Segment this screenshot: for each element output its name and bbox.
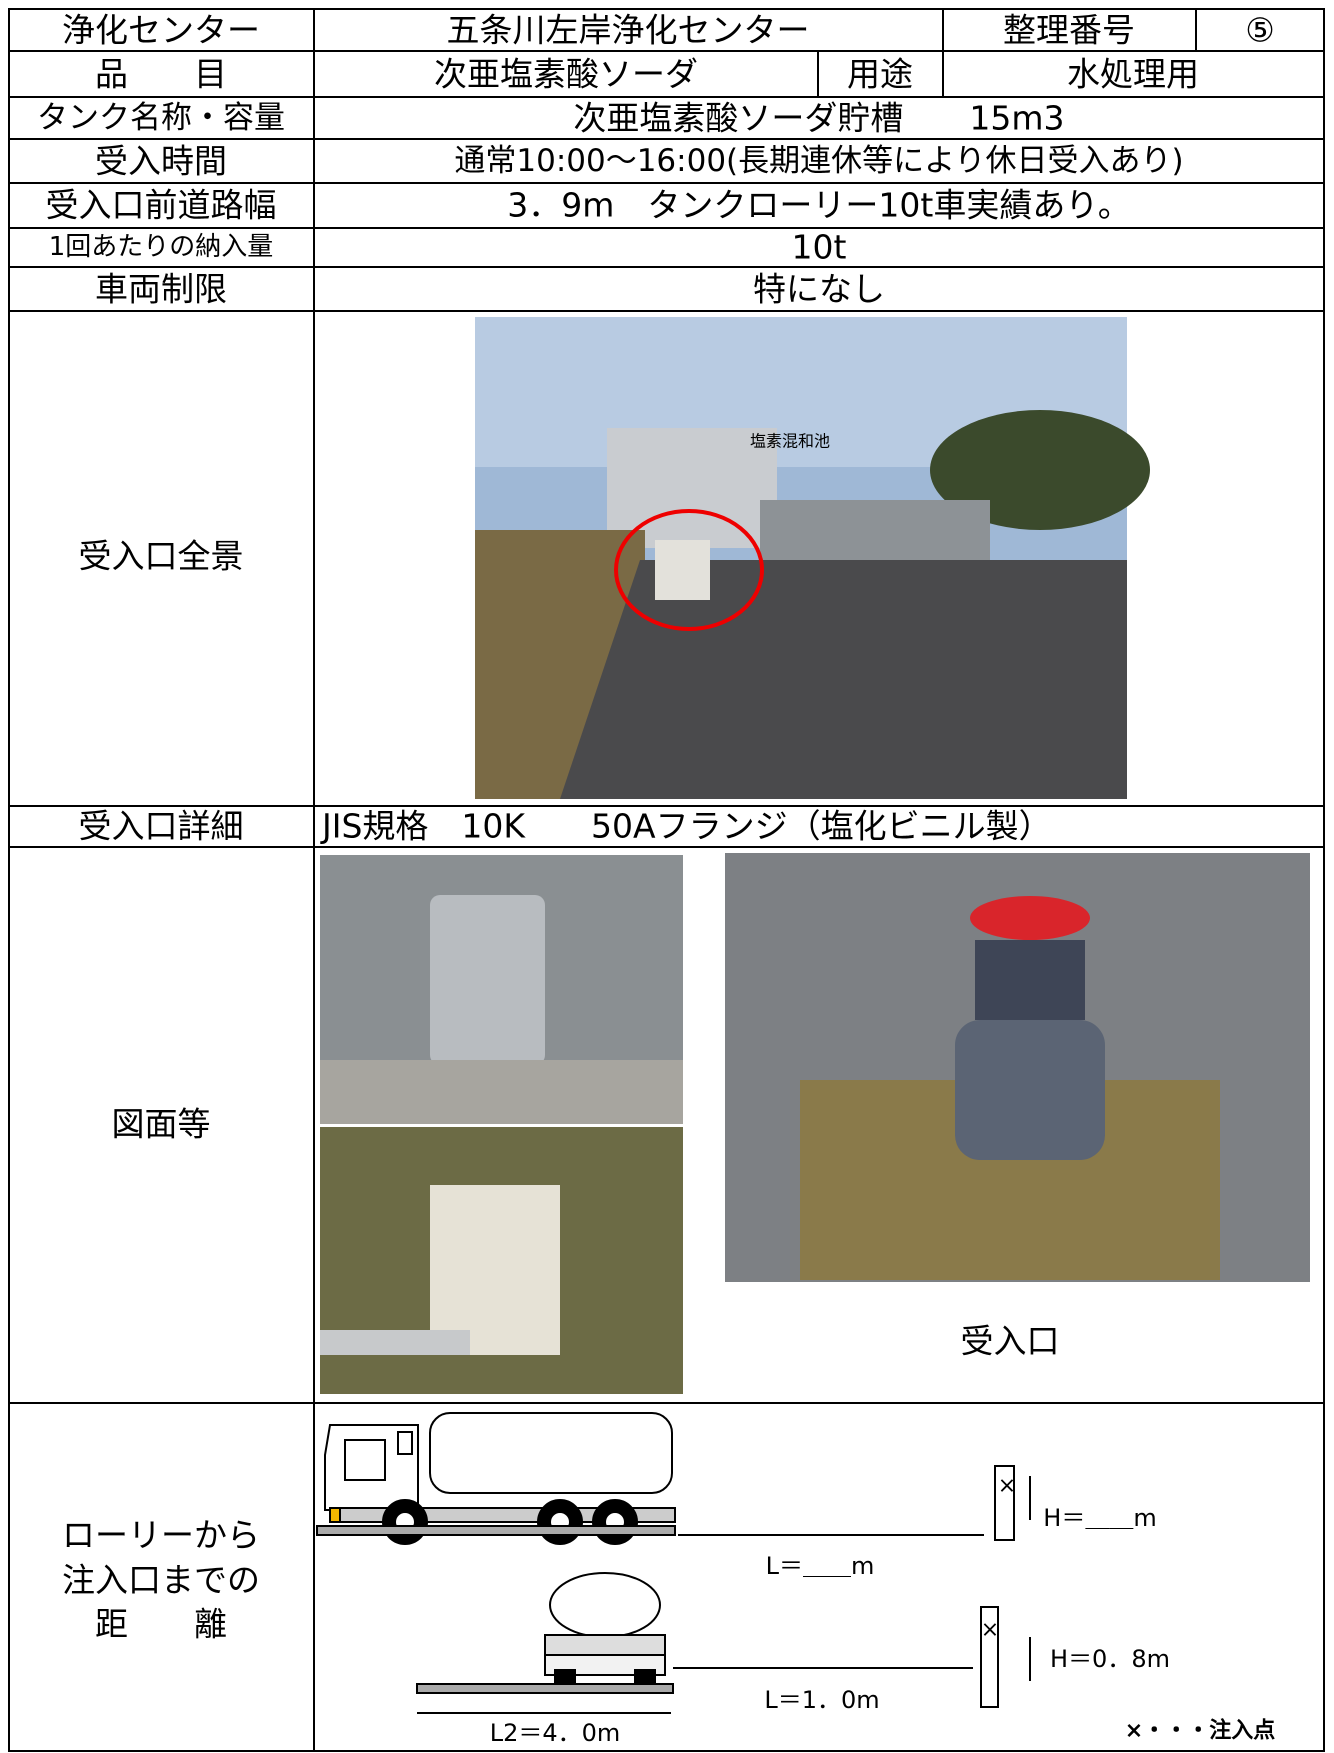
value: JIS規格 10K 50Aフランジ（塩化ビニル製） (320, 807, 1052, 846)
label: 品 目 (95, 55, 227, 94)
label: 1回あたりの納入量 (49, 232, 274, 262)
value: 3．9m タンクローリー10t車実績あり。 (507, 186, 1130, 225)
value: 通常10:00～16:00(長期連休等により休日受入あり) (454, 143, 1183, 179)
label: 受入口前道路幅 (46, 186, 277, 225)
label: 車両制限 (95, 270, 227, 309)
photo-tank (320, 855, 683, 1124)
value: 10t (792, 228, 847, 267)
label: 図面等 (112, 1105, 211, 1144)
label: 距 離 (95, 1605, 227, 1644)
diagram-label: L2＝4．0m (490, 1719, 621, 1747)
label: 受入口全景 (79, 537, 244, 576)
value: 次亜塩素酸ソーダ (434, 55, 698, 94)
label: 注入口までの (62, 1561, 260, 1600)
label: 受入時間 (95, 142, 227, 181)
value: ⑤ (1245, 11, 1275, 50)
diagram-label: H＝0．8m (1050, 1645, 1170, 1673)
photo-caption: 塩素混和池 (750, 432, 830, 451)
diagram-legend: ×・・・注入点 (1125, 1718, 1275, 1744)
diagram-label: L＝＿＿m (766, 1552, 875, 1580)
label: 受入口詳細 (79, 807, 244, 846)
value: 水処理用 (1067, 55, 1199, 94)
label: 整理番号 (1003, 11, 1135, 50)
value: 特になし (753, 270, 885, 309)
value: 五条川左岸浄化センター (447, 11, 810, 50)
diagram (316, 1412, 1031, 1714)
table-grid (8, 8, 1325, 1752)
photo-valve (725, 853, 1310, 1282)
label: 用途 (847, 55, 913, 94)
label: ローリーから (62, 1516, 260, 1555)
diagram-label: L＝1．0m (764, 1686, 879, 1714)
photo-inlet-box (320, 1127, 683, 1394)
photo-overview: 塩素混和池 (475, 317, 1150, 799)
inject-mark: × (998, 1474, 1016, 1499)
inject-mark: × (981, 1618, 999, 1643)
label: タンク名称・容量 (37, 100, 285, 136)
label: 浄化センター (62, 11, 260, 50)
photo-caption: 受入口 (961, 1322, 1060, 1361)
value: 次亜塩素酸ソーダ貯槽 15m3 (573, 99, 1064, 138)
diagram-label: H＝＿＿m (1043, 1504, 1156, 1532)
